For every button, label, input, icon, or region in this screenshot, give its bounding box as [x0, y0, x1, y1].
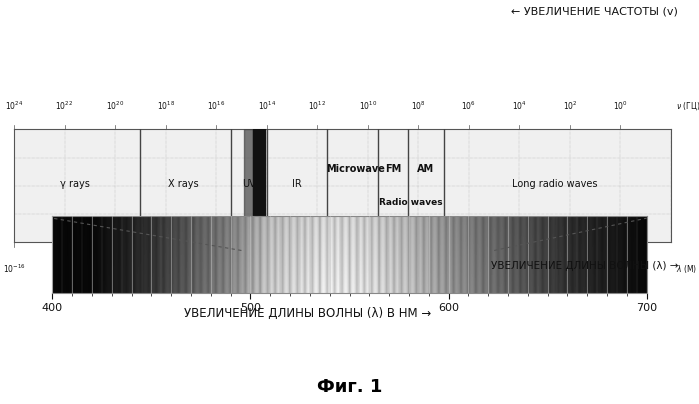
Text: $10^{-14}$: $10^{-14}$ [53, 263, 76, 275]
Text: UV: UV [242, 179, 256, 189]
Text: $10^{-10}$: $10^{-10}$ [154, 263, 177, 275]
Text: УВЕЛИЧЕНИЕ ДЛИНЫ ВОЛНЫ (λ) →: УВЕЛИЧЕНИЕ ДЛИНЫ ВОЛНЫ (λ) → [491, 261, 678, 271]
Text: $10^{-8}$: $10^{-8}$ [206, 263, 226, 275]
Text: $10^{8}$: $10^{8}$ [613, 263, 628, 275]
Text: $10^{20}$: $10^{20}$ [106, 100, 124, 112]
Text: $10^{-2}$: $10^{-2}$ [358, 263, 377, 275]
Text: Long radio waves: Long radio waves [512, 179, 598, 189]
Text: $10^{4}$: $10^{4}$ [512, 100, 527, 112]
Text: $10^{-4}$: $10^{-4}$ [308, 263, 327, 275]
Text: Microwave: Microwave [326, 164, 384, 174]
Text: Radio waves: Radio waves [379, 198, 442, 207]
Text: $10^{0}$: $10^{0}$ [411, 263, 426, 275]
Text: $10^{16}$: $10^{16}$ [207, 100, 225, 112]
Text: $10^{0}$: $10^{0}$ [613, 100, 628, 112]
Text: FM: FM [385, 164, 401, 174]
Text: $10^{14}$: $10^{14}$ [257, 100, 276, 112]
Text: $\lambda$ (М): $\lambda$ (М) [676, 263, 698, 275]
Text: IR: IR [292, 179, 302, 189]
Text: $10^{-16}$: $10^{-16}$ [3, 263, 25, 275]
Text: $10^{-6}$: $10^{-6}$ [257, 263, 276, 275]
Text: $\nu$ (ГЦ): $\nu$ (ГЦ) [676, 101, 699, 112]
Text: $10^{6}$: $10^{6}$ [563, 263, 577, 275]
Text: AM: AM [417, 164, 435, 174]
Text: X rays: X rays [168, 179, 199, 189]
Text: $10^{22}$: $10^{22}$ [55, 100, 73, 112]
Text: УВЕЛИЧЕНИЕ ДЛИНЫ ВОЛНЫ (λ) В НМ →: УВЕЛИЧЕНИЕ ДЛИНЫ ВОЛНЫ (λ) В НМ → [184, 307, 431, 320]
Bar [253, 129, 265, 242]
Text: $10^{8}$: $10^{8}$ [411, 100, 426, 112]
Bar [244, 129, 253, 242]
Text: ← УВЕЛИЧЕНИЕ ЧАСТОТЫ (v): ← УВЕЛИЧЕНИЕ ЧАСТОТЫ (v) [511, 6, 678, 16]
Text: $10^{18}$: $10^{18}$ [157, 100, 175, 112]
Text: $10^{2}$: $10^{2}$ [563, 100, 577, 112]
Text: γ rays: γ rays [59, 179, 89, 189]
Text: $10^{12}$: $10^{12}$ [308, 100, 326, 112]
Text: $10^{24}$: $10^{24}$ [5, 100, 23, 112]
Text: $10^{4}$: $10^{4}$ [512, 263, 527, 275]
Text: $10^{10}$: $10^{10}$ [359, 100, 377, 112]
Text: Фиг. 1: Фиг. 1 [317, 378, 382, 396]
Text: $10^{6}$: $10^{6}$ [461, 100, 476, 112]
Text: $10^{2}$: $10^{2}$ [461, 263, 476, 275]
Text: $10^{-12}$: $10^{-12}$ [103, 263, 127, 275]
